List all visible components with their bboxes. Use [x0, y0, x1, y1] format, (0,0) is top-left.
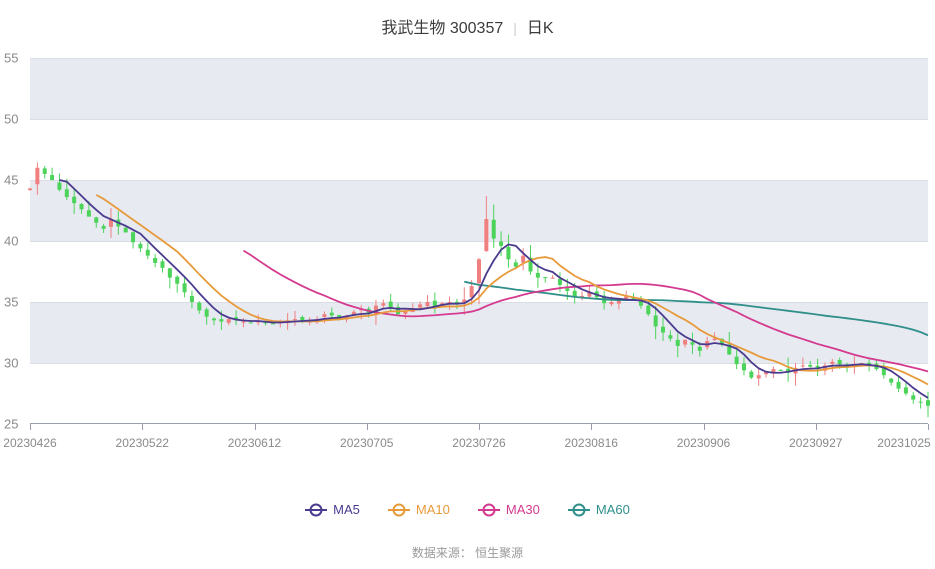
footer-prefix: 数据来源：: [412, 546, 472, 560]
ytick-40: 40: [4, 234, 18, 249]
xtick-label-7: 20230927: [789, 436, 842, 450]
legend-swatch-ma60: [568, 509, 590, 511]
ytick-25: 25: [4, 417, 18, 432]
xtick-2: [255, 424, 256, 430]
legend-item-ma5[interactable]: MA5: [305, 502, 360, 517]
xtick-4: [479, 424, 480, 430]
ytick-45: 45: [4, 172, 18, 187]
legend-label-ma5: MA5: [333, 502, 360, 517]
footer-value: 恒生聚源: [475, 546, 523, 560]
xtick-label-1: 20230522: [116, 436, 169, 450]
chart-title-name: 我武生物 300357: [381, 14, 503, 38]
candlestick-svg: [30, 58, 928, 424]
legend-label-ma30: MA30: [506, 502, 540, 517]
footer-text: 数据来源： 恒生聚源: [0, 544, 935, 561]
xtick-0: [30, 424, 31, 430]
xtick-label-0: 20230426: [3, 436, 56, 450]
legend-item-ma10[interactable]: MA10: [388, 502, 450, 517]
xtick-label-2: 20230612: [228, 436, 281, 450]
xtick-label-5: 20230816: [565, 436, 618, 450]
legend-row: MA5 MA10 MA30 MA60: [0, 502, 935, 517]
xtick-label-4: 20230726: [452, 436, 505, 450]
chart-title-divider: |: [513, 20, 517, 36]
chart-title-bar: 我武生物 300357 | 日K: [0, 0, 935, 44]
legend-swatch-ma5: [305, 509, 327, 511]
xtick-label-3: 20230705: [340, 436, 393, 450]
xtick-7: [816, 424, 817, 430]
ytick-50: 50: [4, 112, 18, 127]
xtick-3: [367, 424, 368, 430]
legend-swatch-ma30: [478, 509, 500, 511]
xtick-8: [928, 424, 929, 430]
legend-label-ma60: MA60: [596, 502, 630, 517]
xtick-5: [591, 424, 592, 430]
ytick-55: 55: [4, 51, 18, 66]
plot-area: 55 50 45 40 35 30 25 20230426 20230522 2…: [30, 58, 928, 424]
chart-title-period: 日K: [527, 14, 554, 38]
chart-root: 我武生物 300357 | 日K 55 50 45 40 35 30 25: [0, 0, 935, 569]
legend-label-ma10: MA10: [416, 502, 450, 517]
legend-swatch-ma10: [388, 509, 410, 511]
xtick-6: [704, 424, 705, 430]
ytick-30: 30: [4, 355, 18, 370]
ytick-35: 35: [4, 295, 18, 310]
legend-item-ma30[interactable]: MA30: [478, 502, 540, 517]
xtick-label-8: 20231025: [877, 436, 930, 450]
xtick-1: [142, 424, 143, 430]
xtick-label-6: 20230906: [677, 436, 730, 450]
legend-item-ma60[interactable]: MA60: [568, 502, 630, 517]
